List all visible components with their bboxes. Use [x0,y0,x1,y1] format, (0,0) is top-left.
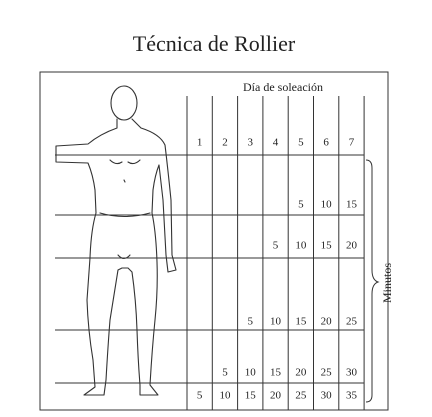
cell-value: 15 [295,316,307,328]
cell-value: 15 [245,390,257,402]
column-number: 1 [197,137,203,149]
bracket [365,159,380,403]
cell-value: 10 [295,240,307,252]
cell-value: 5 [273,240,279,252]
frame [39,71,389,411]
cell-value: 15 [270,367,282,379]
cell-value: 20 [346,240,358,252]
cell-value: 30 [346,367,358,379]
cell-value: 5 [222,367,228,379]
body-figure [55,85,177,396]
cell-value: 10 [270,316,282,328]
unit-label: Minutos [380,263,394,303]
cell-value: 5 [298,199,304,211]
cell-value: 25 [346,316,358,328]
column-number: 3 [248,137,254,149]
table-grid [55,96,365,410]
column-number: 6 [323,137,329,149]
cell-value: 20 [295,367,307,379]
cell-value: 35 [346,390,358,402]
cell-value: 20 [321,316,333,328]
cell-value: 10 [245,367,257,379]
cell-value: 20 [270,390,282,402]
cell-value: 25 [295,390,307,402]
column-number: 5 [298,137,304,149]
column-number: 7 [349,137,355,149]
cell-value: 5 [248,316,254,328]
cell-value: 15 [346,199,358,211]
title: Técnica de Rollier [133,31,296,56]
cell-value: 15 [321,240,333,252]
column-number: 4 [273,137,279,149]
cell-value: 25 [321,367,333,379]
column-header: Día de soleación [243,80,323,94]
cell-value: 5 [197,390,203,402]
cell-value: 30 [321,390,333,402]
cell-value: 10 [219,390,231,402]
cell-value: 10 [321,199,333,211]
column-number: 2 [222,137,228,149]
